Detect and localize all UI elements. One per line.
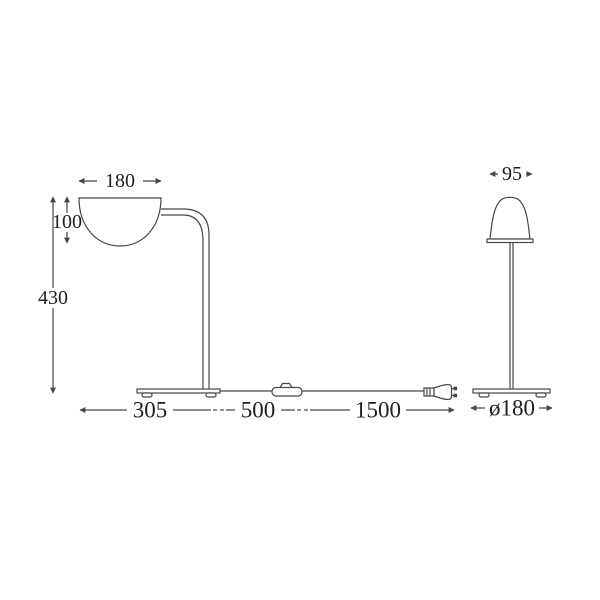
dim-side-shade-width: 95 bbox=[489, 163, 533, 185]
lamp-shade-side bbox=[489, 196, 531, 240]
dim-label-mask bbox=[55, 213, 81, 232]
base-foot-left bbox=[141, 392, 153, 398]
base-foot-right bbox=[535, 392, 547, 398]
base-foot-right bbox=[205, 392, 217, 398]
dim-separator-mask bbox=[211, 405, 226, 415]
dim-label-cord-to-switch: 500 bbox=[241, 398, 276, 423]
dim-label-mask bbox=[97, 171, 143, 190]
dim-label-mask bbox=[498, 165, 526, 183]
dim-label-shade-height: 100 bbox=[52, 211, 82, 233]
plug-prong-tip-top bbox=[453, 386, 458, 391]
inline-switch bbox=[271, 382, 303, 397]
switch-button bbox=[279, 382, 293, 388]
base-plate bbox=[472, 388, 551, 394]
shade-rim-band bbox=[486, 238, 534, 244]
dim-label-base-depth: 305 bbox=[133, 398, 168, 423]
switch-body bbox=[271, 386, 303, 397]
dim-label-mask bbox=[350, 400, 406, 420]
plug-body bbox=[433, 383, 453, 401]
front-view: 180 100 430 bbox=[37, 170, 458, 423]
dim-label-total-height: 430 bbox=[38, 287, 68, 309]
dim-front-shade-width: 180 bbox=[78, 170, 162, 192]
dim-bottom-chain: 305 500 1500 bbox=[79, 398, 455, 423]
dim-front-total-height: 430 bbox=[37, 196, 71, 394]
dim-label-mask bbox=[485, 398, 539, 418]
dim-front-shade-height: 100 bbox=[52, 196, 82, 244]
dim-label-base-diameter: ø180 bbox=[489, 396, 535, 421]
dim-label-side-shade-width: 95 bbox=[502, 163, 522, 185]
dim-label-mask bbox=[235, 400, 281, 420]
lamp-shade-front bbox=[78, 197, 162, 247]
dim-separator-mask bbox=[295, 405, 310, 415]
lamp-arm-outer-line bbox=[161, 208, 210, 389]
plug-strain-relief bbox=[423, 387, 435, 397]
base-foot-left bbox=[478, 392, 490, 398]
dim-base-diameter: ø180 bbox=[470, 396, 553, 421]
lamp-arm-inner-line bbox=[161, 214, 204, 389]
dim-label-switch-to-plug: 1500 bbox=[355, 398, 401, 423]
dim-label-mask bbox=[127, 400, 173, 420]
dim-label-mask bbox=[37, 288, 71, 308]
plug-prong-tip-bottom bbox=[453, 393, 458, 398]
lamp-base-front bbox=[136, 388, 221, 398]
lamp-base-side bbox=[472, 388, 551, 398]
side-view: 95 ø180 bbox=[470, 163, 553, 421]
power-plug bbox=[423, 383, 458, 401]
dim-label-shade-width: 180 bbox=[105, 170, 135, 192]
